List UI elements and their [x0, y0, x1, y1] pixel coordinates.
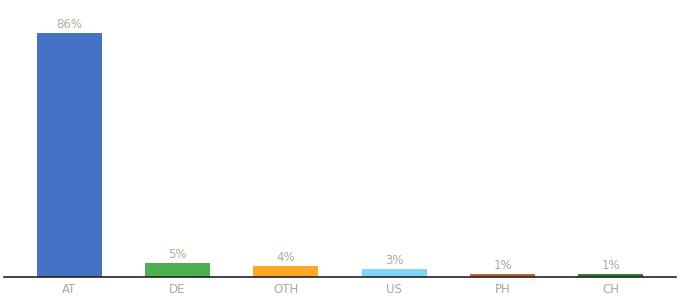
- Bar: [254, 266, 318, 277]
- Text: 1%: 1%: [602, 260, 620, 272]
- Text: 4%: 4%: [277, 251, 295, 264]
- Bar: [145, 263, 210, 277]
- Text: 86%: 86%: [56, 18, 82, 31]
- Text: 1%: 1%: [493, 260, 512, 272]
- Bar: [37, 33, 102, 277]
- Text: 5%: 5%: [168, 248, 187, 261]
- Text: 3%: 3%: [385, 254, 403, 267]
- Bar: [470, 274, 535, 277]
- Bar: [362, 269, 426, 277]
- Bar: [578, 274, 643, 277]
